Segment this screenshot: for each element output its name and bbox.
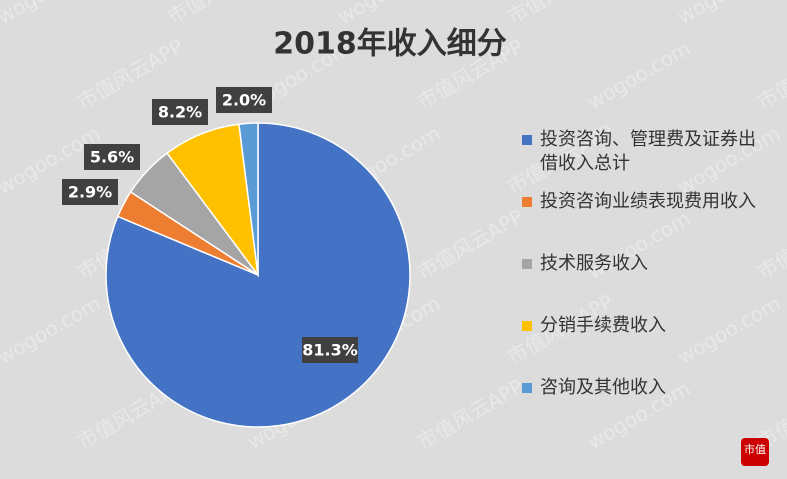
data-label-box: [62, 179, 118, 205]
legend-marker: [522, 259, 532, 269]
watermark: 市值风云APP: [413, 204, 527, 284]
legend-marker: [522, 135, 532, 145]
watermark: wogoo.com: [333, 0, 444, 29]
pie-slice: [238, 122, 259, 276]
watermark: wogoo.com: [0, 0, 104, 29]
legend-item: 投资咨询业绩表现费用收入: [522, 190, 772, 252]
chart-title: 2018年收入细分: [273, 27, 507, 62]
logo: 市值: [744, 442, 766, 456]
data-label: 5.6%: [90, 148, 134, 167]
data-label-box: [84, 144, 140, 170]
watermark: wogoo.com: [673, 0, 784, 29]
pie: [105, 122, 411, 428]
legend-label: 投资咨询、管理费及证券出借收入总计: [540, 129, 756, 174]
legend-label: 咨询及其他收入: [540, 377, 666, 398]
legend-marker: [522, 383, 532, 393]
watermark: 市值风云APP: [753, 34, 787, 114]
legend-label: 技术服务收入: [540, 253, 648, 274]
data-label-box: [216, 87, 272, 113]
data-label: 2.9%: [68, 183, 112, 202]
watermark: 市值风云APP: [413, 374, 527, 454]
legend-item: 咨询及其他收入: [522, 376, 772, 438]
watermark: wogoo.com: [583, 36, 694, 114]
legend-label: 分销手续费收入: [540, 315, 666, 336]
legend-marker: [522, 321, 532, 331]
legend-item: 技术服务收入: [522, 252, 772, 314]
legend-item: 投资咨询、管理费及证券出借收入总计: [522, 128, 772, 190]
data-labels: 81.3% 2.9% 5.6% 8.2% 2.0%: [62, 87, 358, 363]
legend-item: 分销手续费收入: [522, 314, 772, 376]
legend: 投资咨询、管理费及证券出借收入总计投资咨询业绩表现费用收入 技术服务收入 分销手续费…: [522, 128, 772, 438]
legend-label: 投资咨询业绩表现费用收入: [540, 191, 756, 212]
data-label: 8.2%: [158, 103, 202, 122]
watermark: 市值风云APP: [503, 0, 617, 29]
watermark: wogoo.com: [0, 291, 104, 369]
data-label: 81.3%: [302, 341, 358, 360]
legend-marker: [522, 197, 532, 207]
data-label-box: [302, 337, 358, 363]
logo-box: [741, 438, 769, 466]
data-label: 2.0%: [222, 91, 266, 110]
data-label-box: [152, 99, 208, 125]
watermark: 市值风云APP: [163, 0, 277, 29]
